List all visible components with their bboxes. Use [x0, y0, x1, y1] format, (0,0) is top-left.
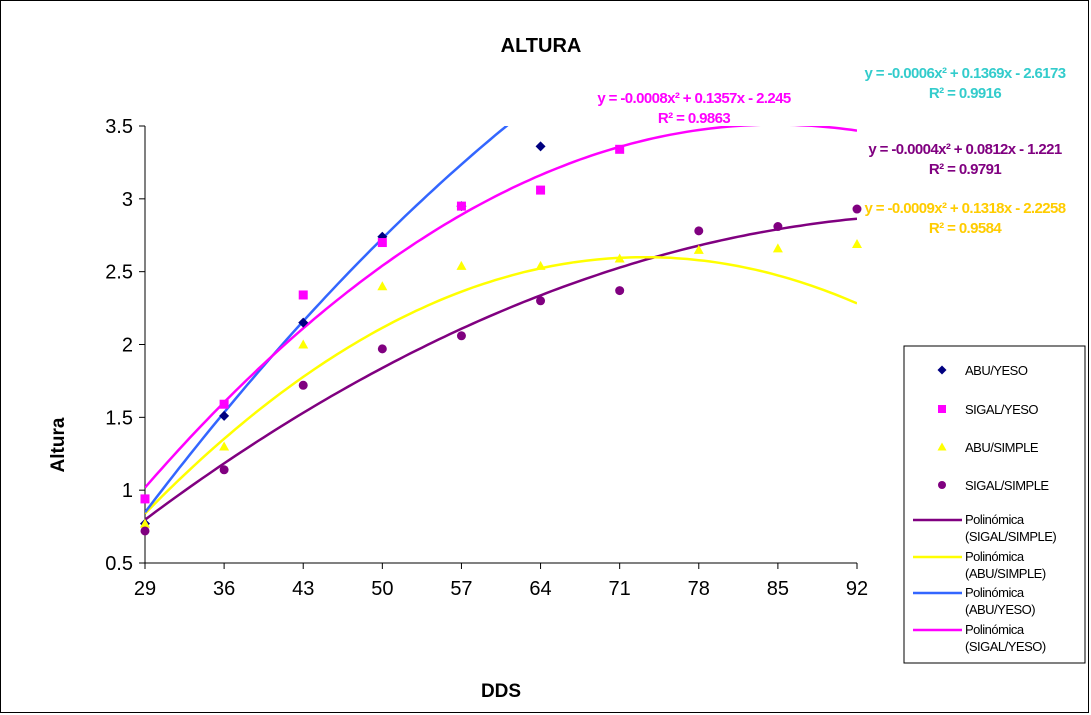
x-tick-label: 29 — [134, 578, 156, 600]
trendline — [145, 126, 509, 514]
x-tick-label: 85 — [767, 578, 789, 600]
data-point — [219, 465, 229, 475]
trendlines — [145, 126, 857, 521]
data-point — [298, 339, 309, 349]
legend-label: Polinómica (ABU/SIMPLE) — [965, 549, 1046, 581]
data-point — [693, 244, 704, 254]
legend-label: ABU/YESO — [965, 363, 1028, 378]
data-point — [298, 290, 308, 300]
data-point — [456, 201, 466, 211]
trendline — [145, 126, 857, 489]
legend-marker — [938, 481, 946, 489]
legend-label: ABU/SIMPLE — [965, 440, 1039, 455]
data-point — [614, 253, 625, 263]
trendline-equation: y = -0.0004x² + 0.0812x - 1.221 — [868, 141, 1061, 158]
data-points — [140, 141, 862, 536]
data-point — [298, 317, 309, 328]
x-tick-label: 64 — [529, 578, 551, 600]
data-point — [298, 380, 308, 390]
data-point — [140, 494, 150, 504]
axes: 0.5 1 1.5 2 2.5 3 3.5 29 36 43 50 57 64 71 78 85 92 — [105, 116, 868, 600]
x-tick-label: 50 — [371, 578, 393, 600]
x-axis-label: DDS — [481, 681, 521, 702]
data-point — [219, 441, 230, 451]
x-tick-label: 78 — [688, 578, 710, 600]
data-point — [852, 238, 862, 248]
data-point — [615, 286, 625, 296]
legend-label: Polinómica (SIGAL/SIMPLE) — [965, 512, 1056, 544]
y-tick-label: 2.5 — [105, 262, 133, 284]
data-point — [456, 331, 466, 341]
trendline-equation: y = -0.0006x² + 0.1369x - 2.6173 — [865, 65, 1066, 82]
y-tick-label: 1 — [122, 480, 133, 502]
data-point — [694, 226, 704, 236]
y-tick-label: 1.5 — [105, 407, 133, 429]
legend-marker — [938, 405, 946, 413]
legend-label: SIGAL/YESO — [965, 402, 1038, 417]
y-tick-label: 0.5 — [105, 553, 133, 575]
x-tick-label: 57 — [450, 578, 472, 600]
x-tick-label: 71 — [609, 578, 631, 600]
trendline-r-squared: R² = 0.9916 — [929, 85, 1001, 102]
data-point — [140, 526, 150, 536]
y-tick-label: 3 — [122, 189, 133, 211]
y-tick-label: 3.5 — [105, 116, 133, 138]
legend-label: Polinómica (ABU/YESO) — [965, 585, 1035, 617]
trendline-equation: y = -0.0008x² + 0.1357x - 2.245 — [597, 90, 790, 107]
data-point — [377, 238, 387, 248]
data-point — [772, 243, 783, 253]
legend-label: Polinómica (SIGAL/YESO) — [965, 622, 1046, 654]
data-point — [536, 296, 546, 306]
legend: ABU/YESO SIGAL/YESO ABU/SIMPLE SIGAL/SIMPLE… — [903, 345, 1086, 664]
data-point — [219, 410, 230, 421]
data-point — [773, 222, 783, 232]
trendline-r-squared: R² = 0.9863 — [658, 110, 730, 127]
trendline-equation: y = -0.0009x² + 0.1318x - 2.2258 — [865, 200, 1066, 217]
trendline-r-squared: R² = 0.9791 — [929, 161, 1001, 178]
trendline-r-squared: R² = 0.9584 — [929, 220, 1002, 237]
y-axis-label: Altura — [48, 417, 69, 472]
data-point — [456, 260, 467, 270]
x-tick-label: 36 — [213, 578, 235, 600]
y-tick-label: 2 — [122, 335, 133, 357]
x-tick-label: 92 — [846, 578, 868, 600]
data-point — [535, 141, 546, 152]
trendline-equations: y = -0.0006x² + 0.1369x - 2.6173 R² = 0.9… — [597, 65, 1066, 237]
legend-marker — [937, 365, 947, 375]
legend-marker — [937, 442, 947, 451]
x-tick-label: 43 — [292, 578, 314, 600]
trendline — [145, 255, 857, 515]
data-point — [377, 344, 387, 354]
trendline — [145, 217, 857, 521]
chart-title: ALTURA — [501, 35, 582, 57]
data-point — [852, 204, 862, 214]
data-point — [536, 185, 546, 195]
data-point — [377, 281, 388, 291]
data-point — [219, 399, 229, 409]
data-point — [535, 260, 546, 270]
data-point — [615, 144, 625, 154]
legend-label: SIGAL/SIMPLE — [965, 478, 1049, 493]
data-point — [140, 518, 150, 528]
legend-box — [903, 345, 1086, 664]
